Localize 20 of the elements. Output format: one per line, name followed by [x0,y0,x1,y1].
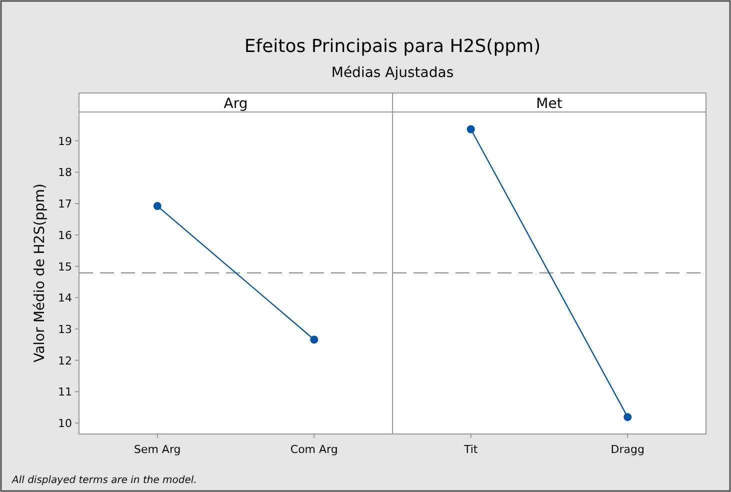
x-tick-label: Dragg [610,443,644,456]
text: All displayed terms are in the model. [11,475,197,486]
x-tick-label: Com Arg [290,443,338,456]
y-tick-label: 14 [58,292,72,305]
x-tick-label: Sem Arg [134,443,181,456]
x-axis-title: Met [536,96,563,112]
y-tick-label: 18 [58,166,72,180]
y-tick-label: 11 [58,386,72,399]
y-tick-label: 17 [58,198,72,211]
y-tick-label: 15 [58,260,72,274]
y-tick-label: 16 [58,228,72,242]
chart-title: Efeitos Principais para H2S(ppm) [244,36,541,57]
y-tick-label: 13 [58,322,72,336]
y-tick-label: 12 [58,354,72,368]
x-tick-label: Tit [463,443,478,456]
x-axis-title: Arg [224,96,248,112]
y-axis-title: Valor Médio de H2S(ppm) [32,184,48,362]
y-tick-label: 10 [58,417,72,430]
y-tick-label: 19 [58,134,72,148]
chart-subtitle: Médias Ajustadas [331,65,454,81]
